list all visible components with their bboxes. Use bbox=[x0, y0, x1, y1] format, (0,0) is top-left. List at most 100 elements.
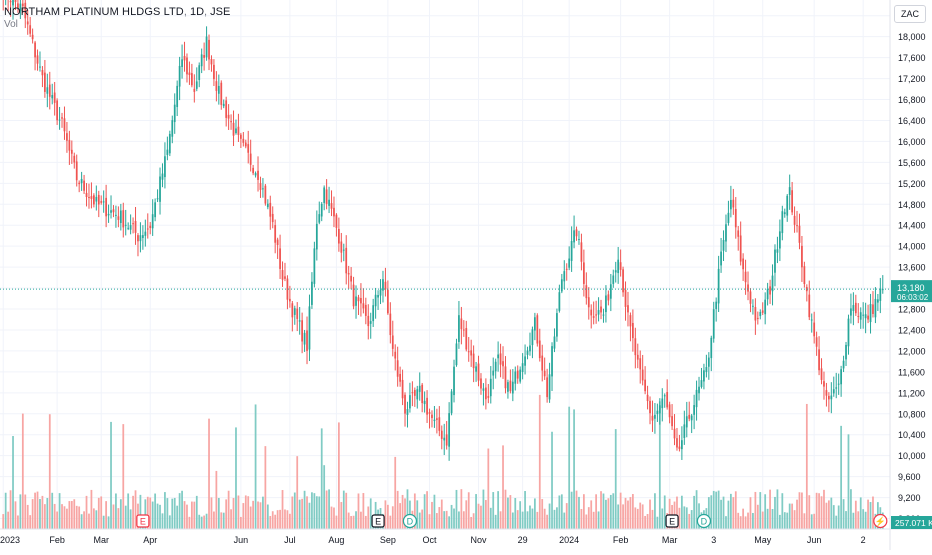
volume-bar bbox=[421, 509, 424, 529]
event-marker-earnings[interactable]: E bbox=[136, 514, 150, 528]
candle-body bbox=[235, 128, 237, 134]
volume-bar bbox=[747, 512, 749, 529]
volume-bar bbox=[48, 414, 51, 529]
volume-bar bbox=[431, 501, 433, 529]
volume-bar bbox=[448, 516, 451, 529]
volume-bar bbox=[543, 508, 546, 529]
volume-bar bbox=[661, 508, 664, 529]
candle-body bbox=[296, 308, 299, 319]
volume-bar bbox=[573, 409, 575, 529]
candle-body bbox=[717, 268, 720, 304]
volume-bar bbox=[288, 513, 291, 529]
volume-bar bbox=[597, 511, 600, 529]
candle-body bbox=[742, 258, 745, 270]
volume-legend[interactable]: Vol bbox=[4, 19, 18, 30]
time-axis[interactable]: 2023 Feb Mar Apr Jun Jul Aug Sep Oct Nov 29 2024 Feb… bbox=[0, 535, 866, 545]
volume-bar bbox=[347, 512, 350, 529]
candle-body bbox=[394, 351, 397, 359]
dividend-icon bbox=[696, 513, 712, 529]
candle-body bbox=[703, 370, 705, 382]
volume-bar bbox=[249, 506, 252, 529]
candle-body bbox=[845, 344, 847, 360]
event-marker-earnings[interactable]: E bbox=[371, 514, 385, 528]
candle-body bbox=[159, 176, 161, 202]
candle-body bbox=[605, 295, 607, 313]
volume-bar bbox=[284, 509, 286, 529]
volume-bar bbox=[578, 496, 580, 529]
candle-body bbox=[558, 292, 561, 311]
volume-bar bbox=[399, 503, 402, 529]
candle-body bbox=[21, 3, 24, 7]
volume-bar bbox=[526, 511, 529, 529]
currency-button[interactable]: ZAC bbox=[894, 5, 926, 23]
candle-body bbox=[389, 313, 392, 336]
volume-bar bbox=[274, 514, 277, 529]
volume-bar bbox=[548, 503, 551, 529]
earnings-letter: E bbox=[375, 517, 381, 527]
volume-bar bbox=[614, 429, 617, 529]
candle-body bbox=[619, 262, 622, 270]
chart-legend[interactable]: NORTHAM PLATINUM HLDGS LTD, 1D, JSE Vol bbox=[4, 6, 230, 30]
volume-bar bbox=[303, 490, 306, 529]
candle-body bbox=[465, 328, 468, 350]
candle-body bbox=[227, 114, 230, 119]
volume-bar bbox=[78, 506, 81, 529]
volume-bar bbox=[443, 511, 446, 529]
volume-bar bbox=[869, 502, 872, 529]
candle-body bbox=[786, 195, 789, 216]
candle-body bbox=[705, 367, 708, 373]
volume-bar bbox=[391, 506, 394, 529]
volume-bar bbox=[477, 503, 480, 529]
symbol-title[interactable]: NORTHAM PLATINUM HLDGS LTD bbox=[4, 6, 184, 18]
volume-bar bbox=[115, 493, 117, 529]
candle-body bbox=[538, 340, 541, 359]
event-markers[interactable]: E E D E D ⚡ bbox=[136, 513, 888, 529]
candle-body bbox=[222, 103, 225, 107]
price-tick-label: 11,600 bbox=[898, 367, 925, 377]
volume-bar bbox=[139, 494, 142, 529]
candle-body bbox=[382, 279, 384, 291]
candle-body bbox=[472, 353, 475, 369]
candle-body bbox=[208, 39, 210, 60]
volume-bar bbox=[92, 508, 95, 529]
volume-bar bbox=[595, 494, 598, 529]
candle-body bbox=[362, 303, 365, 309]
event-marker-dividend[interactable]: D bbox=[402, 513, 418, 529]
volume-bar bbox=[83, 511, 85, 529]
event-marker-split[interactable]: ⚡ bbox=[873, 513, 888, 529]
volume-bar bbox=[563, 512, 566, 529]
candle-body bbox=[698, 386, 700, 394]
candle-body bbox=[683, 424, 686, 438]
candle-body bbox=[176, 85, 179, 108]
candle-body bbox=[318, 214, 321, 223]
candle-body bbox=[259, 183, 262, 190]
candle-body bbox=[835, 387, 838, 389]
candle-body bbox=[707, 357, 710, 367]
candle-body bbox=[127, 227, 130, 229]
price-axis[interactable]: 8,8009,2009,60010,00010,40010,80011,2001… bbox=[898, 11, 926, 524]
volume-bar bbox=[663, 495, 666, 529]
candle-body bbox=[487, 396, 490, 398]
interval-label[interactable]: 1D bbox=[189, 6, 205, 18]
candle-body bbox=[649, 400, 651, 414]
candle-body bbox=[428, 412, 431, 414]
candle-body bbox=[511, 381, 514, 394]
candle-body bbox=[369, 321, 372, 324]
candle-body bbox=[553, 336, 556, 349]
volume-bar bbox=[629, 497, 632, 529]
volume-bar bbox=[541, 499, 544, 529]
volume-bar bbox=[507, 497, 509, 529]
candle-body bbox=[166, 149, 169, 155]
candle-body bbox=[840, 369, 843, 385]
candle-body bbox=[203, 55, 206, 58]
candle-body bbox=[102, 201, 105, 203]
event-marker-dividend[interactable]: D bbox=[696, 513, 712, 529]
event-marker-earnings[interactable]: E bbox=[665, 514, 679, 528]
candle-body bbox=[421, 384, 424, 404]
candle-body bbox=[678, 446, 681, 449]
candle-body bbox=[810, 319, 813, 321]
candle-body bbox=[83, 180, 85, 191]
candle-body bbox=[78, 182, 81, 185]
